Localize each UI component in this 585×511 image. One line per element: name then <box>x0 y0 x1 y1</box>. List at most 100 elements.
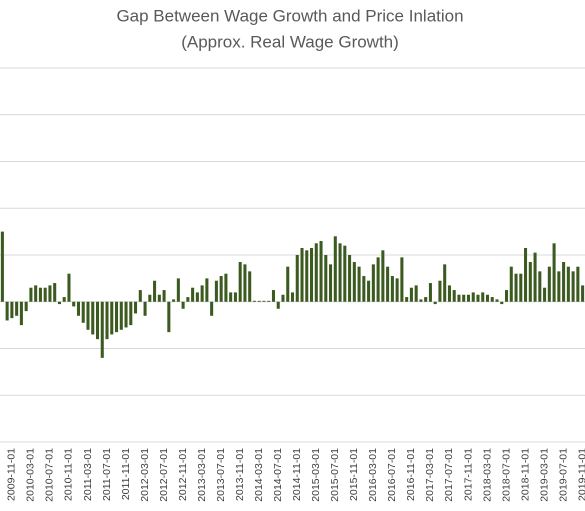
bar <box>167 301 171 333</box>
x-tick-label: 2015-11-01 <box>348 448 360 501</box>
bar <box>19 301 23 326</box>
bar <box>495 299 499 302</box>
x-tick-label: 2011-07-01 <box>101 448 113 501</box>
bar <box>248 271 252 302</box>
bar <box>271 290 275 302</box>
bar <box>462 294 466 302</box>
bar <box>566 266 570 302</box>
chart-subtitle: (Approx. Real Wage Growth) <box>181 32 399 51</box>
bar <box>438 280 442 302</box>
bar <box>195 292 199 302</box>
bar <box>514 273 518 302</box>
x-tick-label: 2019-03-01 <box>538 448 550 502</box>
bar <box>186 297 190 302</box>
bar <box>485 294 490 302</box>
bar <box>386 266 390 302</box>
bar <box>76 301 80 316</box>
bar <box>371 264 375 302</box>
bar <box>419 299 423 302</box>
x-tick-label: 2016-07-01 <box>386 448 398 502</box>
bar <box>0 231 4 302</box>
bar <box>562 262 566 302</box>
bar <box>43 287 47 302</box>
bar <box>447 285 451 302</box>
bar <box>581 285 585 302</box>
bar <box>205 278 209 302</box>
bar <box>500 301 504 305</box>
x-tick-label: 2018-03-01 <box>481 448 493 502</box>
bar <box>181 301 185 309</box>
x-tick-label: 2015-07-01 <box>329 448 341 502</box>
x-tick-label: 2013-03-01 <box>196 448 208 502</box>
bar <box>466 294 470 302</box>
bar <box>219 276 223 302</box>
bar <box>509 266 513 302</box>
bar <box>557 271 561 302</box>
bar <box>81 301 85 323</box>
bar <box>200 285 204 302</box>
x-tick-label: 2019-07-01 <box>557 448 569 502</box>
bar <box>148 294 152 302</box>
bar <box>367 280 371 302</box>
bar <box>295 255 299 302</box>
x-tick-label: 2013-07-01 <box>215 448 227 502</box>
bar <box>15 301 19 316</box>
x-tick-label: 2019-11-01 <box>576 448 585 501</box>
x-tick-label: 2010-07-01 <box>44 448 56 502</box>
bar <box>224 273 228 302</box>
bar <box>38 287 42 302</box>
bar <box>390 276 394 302</box>
bar <box>34 285 38 302</box>
bar <box>91 301 95 335</box>
bar <box>86 301 90 330</box>
bar <box>262 300 266 302</box>
bar <box>352 262 356 302</box>
bar <box>400 257 404 302</box>
bar <box>395 278 399 302</box>
bar <box>62 297 66 302</box>
bar <box>157 294 161 302</box>
bar <box>124 301 128 328</box>
x-tick-label: 2011-11-01 <box>120 448 132 500</box>
bar <box>191 287 195 302</box>
bar <box>48 285 52 302</box>
bar <box>324 255 328 302</box>
bar <box>267 300 271 302</box>
bar <box>100 301 104 358</box>
bar <box>5 301 9 321</box>
x-tick-label: 2013-11-01 <box>234 448 246 501</box>
bar <box>538 271 542 302</box>
x-tick-label: 2009-11-01 <box>6 448 18 501</box>
bar <box>119 301 123 330</box>
bar <box>362 276 366 302</box>
bar <box>300 247 304 302</box>
chart-title: Gap Between Wage Growth and Price Inlati… <box>116 6 463 25</box>
bar <box>490 297 494 302</box>
bar <box>314 243 318 302</box>
bar <box>67 273 71 302</box>
x-tick-label: 2014-11-01 <box>291 448 303 501</box>
bar <box>452 290 456 302</box>
bar <box>543 287 547 302</box>
bar <box>519 273 523 302</box>
bar <box>24 301 28 312</box>
bar <box>319 240 323 302</box>
bar <box>414 285 418 302</box>
bar <box>143 301 147 316</box>
bar <box>409 287 413 302</box>
x-tick-label: 2010-03-01 <box>25 448 37 502</box>
bar <box>428 283 432 302</box>
bar <box>176 278 180 302</box>
bar <box>281 294 285 302</box>
x-tick-label: 2012-07-01 <box>158 448 170 502</box>
bar <box>505 290 509 302</box>
bar <box>105 301 109 340</box>
bar <box>343 245 347 302</box>
bar <box>528 262 532 302</box>
bar <box>72 301 76 307</box>
bar <box>348 255 352 302</box>
bar <box>243 264 247 302</box>
bar <box>290 292 295 302</box>
bar <box>229 292 233 302</box>
